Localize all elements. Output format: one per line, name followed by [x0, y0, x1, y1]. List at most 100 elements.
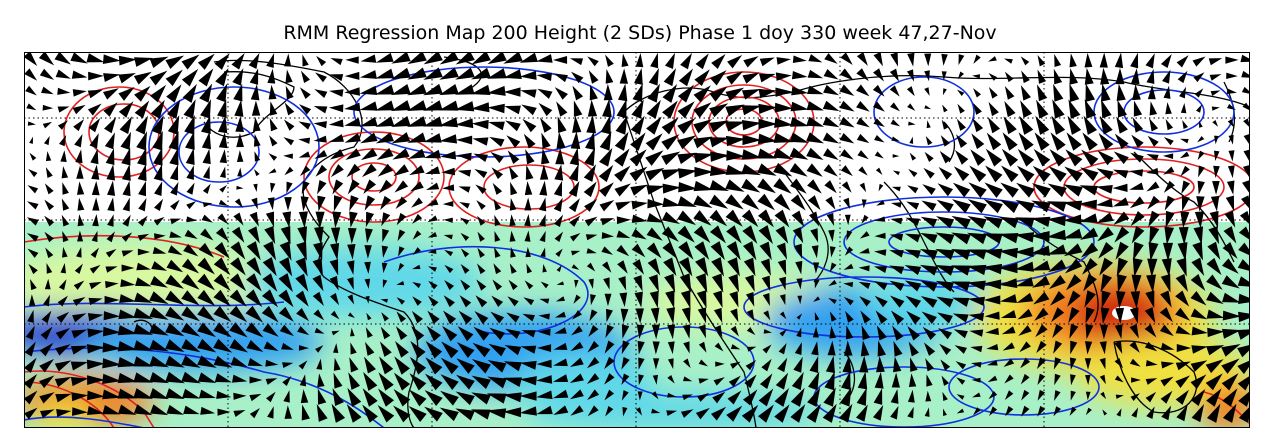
wind-arrow	[653, 358, 660, 370]
wind-arrow	[942, 391, 948, 402]
wind-arrow	[91, 180, 100, 196]
wind-arrow	[570, 341, 584, 352]
wind-arrow	[456, 152, 472, 161]
wind-arrow	[298, 151, 311, 158]
wind-arrow	[908, 373, 917, 388]
wind-arrow	[1066, 132, 1082, 151]
wind-arrow	[615, 201, 632, 211]
wind-arrow	[408, 148, 426, 159]
wind-arrow	[843, 296, 854, 306]
wind-arrow	[843, 282, 854, 288]
wind-arrow	[986, 359, 998, 366]
wind-arrow	[122, 197, 130, 212]
wind-arrow	[121, 264, 135, 272]
wind-arrow	[1113, 151, 1129, 165]
wind-arrow	[330, 242, 340, 261]
wind-arrow	[604, 373, 615, 385]
wind-arrow	[181, 258, 200, 274]
wind-arrow	[1179, 86, 1187, 99]
wind-arrow	[828, 229, 835, 242]
wind-arrow	[856, 52, 868, 66]
wind-arrow	[1098, 132, 1114, 151]
wind-arrow	[1206, 388, 1222, 407]
wind-arrow	[519, 376, 537, 386]
wind-arrow	[693, 210, 712, 226]
wind-arrow	[1034, 307, 1049, 321]
wind-arrow	[843, 263, 854, 270]
wind-arrow	[889, 295, 905, 308]
wind-arrow	[106, 231, 115, 243]
wind-arrow	[24, 357, 37, 373]
wind-arrow	[1237, 259, 1250, 273]
wind-arrow	[742, 241, 757, 261]
wind-arrow	[73, 280, 85, 290]
wind-arrow	[1113, 211, 1130, 225]
wind-arrow	[697, 392, 710, 402]
wind-arrow	[757, 193, 775, 211]
wind-arrow	[365, 211, 375, 228]
wind-arrow	[1130, 210, 1145, 227]
wind-arrow	[953, 166, 970, 182]
wind-arrow	[681, 307, 691, 324]
wind-arrow	[889, 233, 904, 241]
wind-arrow	[1085, 307, 1095, 324]
wind-arrow	[507, 296, 519, 307]
wind-arrow	[233, 392, 247, 400]
wind-arrow	[1210, 90, 1221, 97]
wind-arrow	[986, 343, 999, 351]
wind-arrow	[439, 52, 459, 65]
wind-arrow	[1085, 407, 1092, 416]
wind-arrow	[829, 262, 837, 273]
wind-arrow	[553, 180, 563, 197]
wind-arrow	[667, 358, 674, 370]
wind-arrow	[333, 372, 343, 389]
wind-arrow	[839, 68, 854, 81]
wind-arrow	[165, 323, 185, 337]
wind-arrow	[267, 197, 275, 211]
wind-arrow	[1194, 88, 1204, 98]
wind-arrow	[709, 120, 729, 133]
wind-arrow	[814, 278, 820, 289]
wind-arrow	[396, 281, 405, 286]
wind-arrow	[470, 409, 491, 420]
wind-arrow	[282, 375, 292, 387]
wind-arrow	[759, 73, 776, 83]
wind-arrow	[364, 195, 376, 211]
wind-arrow	[347, 227, 357, 244]
wind-arrow	[89, 281, 102, 290]
wind-arrow	[170, 199, 180, 211]
wind-arrow	[662, 100, 678, 119]
wind-arrow	[951, 215, 971, 229]
wind-arrow	[489, 327, 506, 341]
wind-arrow	[377, 163, 393, 177]
wind-arrow	[796, 313, 803, 320]
wind-arrow	[117, 404, 137, 415]
wind-arrow	[745, 291, 755, 307]
wind-arrow	[920, 280, 938, 292]
wind-arrow	[714, 342, 724, 352]
wind-arrow	[1112, 169, 1129, 179]
wind-arrow	[219, 166, 226, 178]
wind-arrow	[380, 195, 392, 211]
wind-arrow	[761, 358, 772, 372]
wind-arrow	[245, 322, 264, 338]
wind-arrow	[455, 391, 475, 406]
wind-arrow	[362, 163, 377, 178]
wind-arrow	[440, 357, 459, 375]
wind-arrow	[92, 197, 100, 211]
wind-arrow	[872, 84, 885, 97]
wind-arrow	[573, 100, 583, 117]
wind-arrow	[552, 389, 569, 399]
wind-arrow	[231, 52, 245, 70]
wind-arrow	[839, 116, 855, 128]
wind-arrow	[910, 357, 918, 372]
wind-arrow	[727, 390, 742, 405]
wind-arrow	[476, 200, 486, 210]
wind-arrow	[152, 246, 167, 254]
wind-arrow	[666, 307, 676, 324]
wind-arrow	[91, 230, 98, 243]
wind-arrow	[102, 389, 121, 400]
wind-arrow	[554, 214, 564, 228]
wind-arrow	[966, 249, 987, 260]
wind-arrow	[237, 167, 243, 177]
